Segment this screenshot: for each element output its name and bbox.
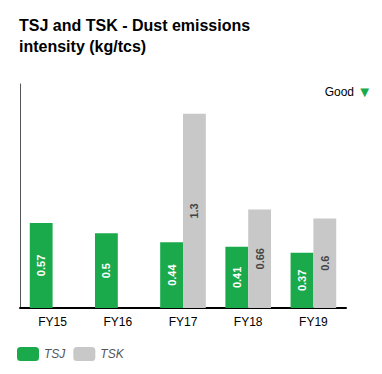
svg-text:0.41: 0.41 [231, 267, 243, 288]
svg-text:FY18: FY18 [234, 315, 263, 329]
svg-text:intensity (kg/tcs): intensity (kg/tcs) [19, 38, 146, 55]
svg-text:1.3: 1.3 [188, 203, 200, 218]
svg-text:Good: Good [325, 85, 354, 99]
svg-text:0.66: 0.66 [254, 248, 266, 269]
svg-text:TSK: TSK [100, 347, 124, 361]
svg-text:0.57: 0.57 [35, 255, 47, 276]
svg-text:FY16: FY16 [103, 315, 132, 329]
svg-text:FY15: FY15 [38, 315, 67, 329]
svg-text:FY17: FY17 [169, 315, 198, 329]
svg-text:0.44: 0.44 [166, 264, 178, 286]
svg-text:0.6: 0.6 [319, 256, 331, 271]
svg-text:TSJ: TSJ [44, 347, 66, 361]
svg-text:0.5: 0.5 [100, 263, 112, 278]
svg-text:0.37: 0.37 [296, 270, 308, 291]
svg-text:TSJ and TSK - Dust emissions: TSJ and TSK - Dust emissions [19, 17, 250, 34]
svg-text:▼: ▼ [357, 83, 372, 100]
svg-text:FY19: FY19 [299, 315, 328, 329]
